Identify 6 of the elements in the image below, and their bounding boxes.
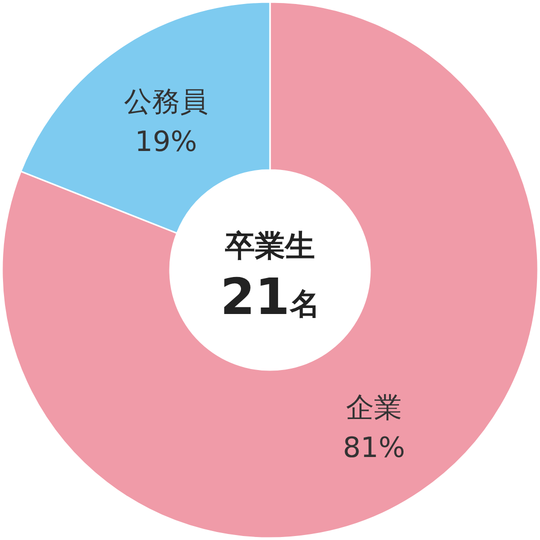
data-label: 81% <box>342 431 406 464</box>
text: 21名 <box>220 268 320 326</box>
slice-label: 公務員 <box>124 84 208 118</box>
text: 卒業生 <box>224 229 315 264</box>
data-label: 19% <box>134 124 198 158</box>
slice-label: 企業 <box>346 391 402 424</box>
